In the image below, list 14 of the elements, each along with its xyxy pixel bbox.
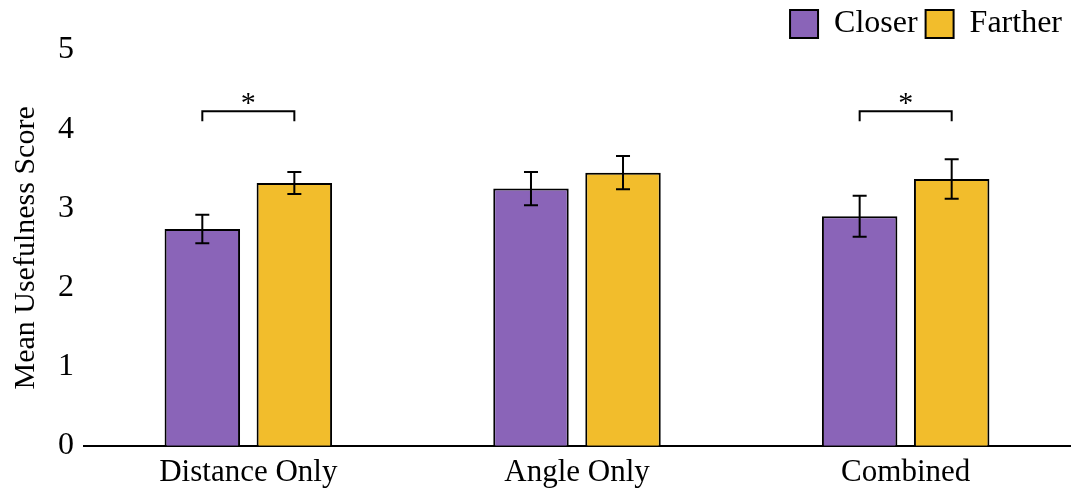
legend-label: Closer	[834, 3, 918, 40]
x-tick-label: Distance Only	[159, 452, 338, 488]
x-tick-label: Angle Only	[504, 452, 651, 488]
y-tick-label: 2	[58, 266, 74, 303]
y-tick-label: 1	[58, 346, 74, 383]
x-tick-label: Combined	[841, 452, 971, 488]
annotation: *	[898, 85, 914, 119]
y-tick-label: 0	[58, 425, 74, 462]
y-tick-label: 5	[58, 29, 74, 66]
y-tick-label: 3	[58, 187, 74, 224]
y-tick-label: 4	[58, 108, 74, 145]
annotation: *	[240, 85, 256, 119]
legend-label: Farther	[969, 3, 1063, 40]
y-axis-title: Mean Usefulness Score	[6, 106, 40, 390]
